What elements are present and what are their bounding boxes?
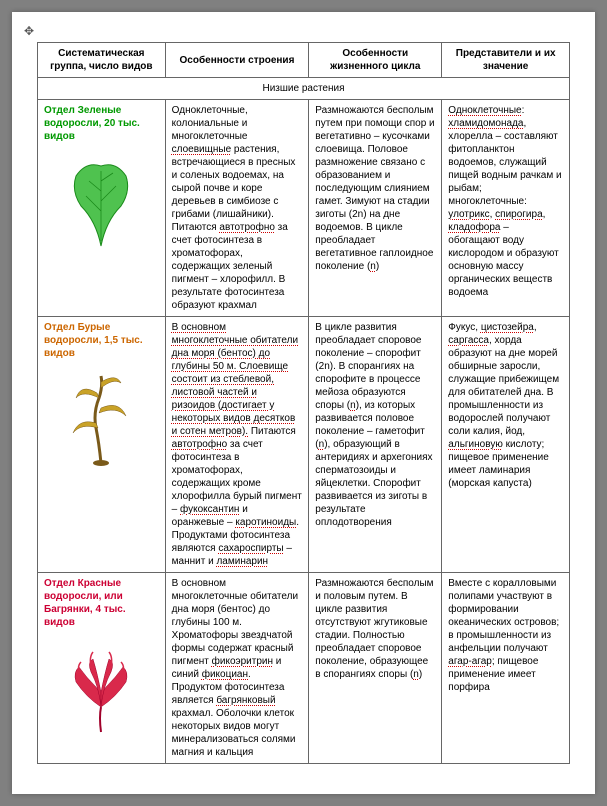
header-reps: Представители и их значение (442, 43, 570, 78)
section-row: Низшие растения (38, 78, 570, 100)
table-move-handle[interactable]: ✥ (24, 24, 38, 38)
table-row: Отдел Зеленые водоросли, 20 тыс. видов О… (38, 100, 570, 317)
table-header-row: Систематическая группа, число видов Особ… (38, 43, 570, 78)
table-row: Отдел Бурые водоросли, 1,5 тыс. видов В … (38, 317, 570, 573)
cell-cycle: Размножаются бесполым путем при помощи с… (309, 100, 442, 317)
cell-cycle: Размножаются бесполым и половым путем. В… (309, 573, 442, 764)
cell-structure: Одноклеточные, колониальные и многоклето… (165, 100, 309, 317)
cell-reps: Вместе с коралловыми полипами участвуют … (442, 573, 570, 764)
cell-reps: Фукус, цистозейра, саргасса, хорда образ… (442, 317, 570, 573)
cell-group: Отдел Зеленые водоросли, 20 тыс. видов (38, 100, 166, 317)
cell-reps: Одноклеточные: хламидомонада, хлорелла –… (442, 100, 570, 317)
cell-structure: В основном многоклеточные обитатели дна … (165, 317, 309, 573)
table-row: Отдел Красные водоросли, или Багрянки, 4… (38, 573, 570, 764)
algae-illustration (44, 368, 159, 468)
cell-group: Отдел Бурые водоросли, 1,5 тыс. видов (38, 317, 166, 573)
algae-table: Систематическая группа, число видов Особ… (37, 42, 570, 764)
header-structure: Особенности строения (165, 43, 309, 78)
header-cycle: Особенности жизненного цикла (309, 43, 442, 78)
header-group: Систематическая группа, число видов (38, 43, 166, 78)
algae-illustration (44, 151, 159, 251)
group-title: Отдел Зеленые водоросли, 20 тыс. видов (44, 104, 159, 143)
algae-illustration (44, 637, 159, 737)
cell-structure: В основном многоклеточные обитатели дна … (165, 573, 309, 764)
cell-group: Отдел Красные водоросли, или Багрянки, 4… (38, 573, 166, 764)
group-title: Отдел Красные водоросли, или Багрянки, 4… (44, 577, 159, 629)
document-page: ✥ Систематическая группа, число видов Ос… (12, 12, 595, 794)
cell-cycle: В цикле развития преобладает споровое по… (309, 317, 442, 573)
section-title: Низшие растения (38, 78, 570, 100)
group-title: Отдел Бурые водоросли, 1,5 тыс. видов (44, 321, 159, 360)
